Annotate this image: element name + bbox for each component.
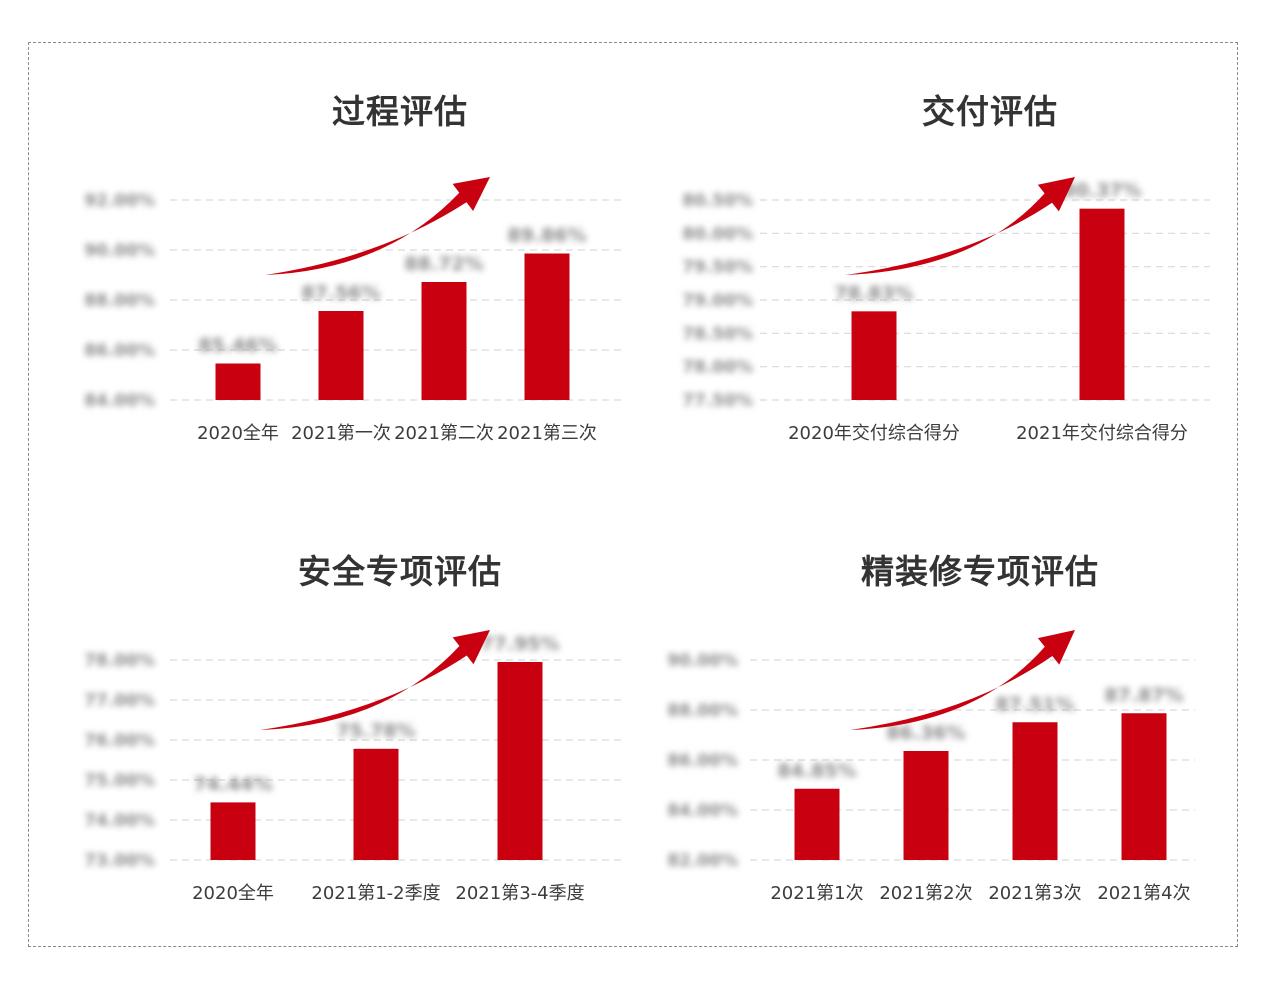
y-tick-label: 74.00%	[84, 811, 155, 831]
panel-safety-evaluation: 安全专项评估 73.00% 74.00% 75.00% 76.00% 77.00% 78.…	[50, 545, 650, 905]
data-label: 87.56%	[301, 282, 380, 304]
bar-chart-decoration: 82.00% 84.00% 86.00% 88.00% 90.00% 84.85% 2021…	[667, 630, 1195, 904]
y-tick-label: 73.00%	[84, 851, 155, 871]
x-category-label: 2021第1-2季度	[311, 883, 440, 904]
data-label: 74.44%	[193, 773, 272, 795]
y-tick-label: 92.00%	[84, 191, 155, 211]
dashed-frame	[28, 42, 1238, 947]
y-tick-label: 90.00%	[84, 241, 155, 261]
x-category-label: 2021第2次	[879, 883, 972, 904]
x-category-label: 2021第4次	[1097, 883, 1190, 904]
bar	[524, 253, 570, 400]
data-label: 80.37%	[1062, 180, 1141, 202]
x-category-label: 2021第1次	[770, 883, 863, 904]
trend-arrow-icon	[265, 177, 490, 275]
y-tick-label: 82.00%	[667, 851, 738, 871]
panel-delivery-evaluation: 交付评估 77.50% 78.00% 78.50% 79.00% 79.50% 80.00…	[650, 85, 1230, 445]
x-category-label: 2020全年	[197, 423, 279, 444]
bar	[215, 363, 261, 400]
data-label: 87.87%	[1104, 684, 1183, 706]
data-label: 85.46%	[198, 335, 277, 357]
bar	[1079, 208, 1125, 400]
x-category-label: 2021第二次	[394, 423, 494, 444]
y-tick-label: 76.00%	[84, 731, 155, 751]
chart-title: 交付评估	[922, 92, 1058, 131]
trend-arrow-icon	[850, 630, 1075, 730]
x-category-label: 2021第3次	[988, 883, 1081, 904]
y-tick-label: 77.50%	[682, 391, 753, 411]
bar	[421, 282, 467, 400]
data-label: 84.85%	[777, 760, 856, 782]
y-tick-label: 78.00%	[682, 358, 753, 378]
y-tick-label: 77.00%	[84, 691, 155, 711]
bar-chart-delivery: 77.50% 78.00% 78.50% 79.00% 79.50% 80.00% 80.5…	[682, 177, 1210, 444]
bar	[353, 748, 399, 860]
y-tick-label: 75.00%	[84, 771, 155, 791]
y-tick-label: 79.50%	[682, 258, 753, 278]
x-category-label: 2021第一次	[291, 423, 391, 444]
chart-title: 精装修专项评估	[861, 552, 1099, 591]
bar	[497, 662, 543, 860]
y-tick-label: 88.00%	[667, 701, 738, 721]
x-category-label: 2021年交付综合得分	[1016, 423, 1188, 444]
trend-arrow-icon	[845, 177, 1075, 275]
data-label: 77.95%	[480, 633, 559, 655]
y-tick-label: 78.50%	[682, 324, 753, 344]
y-tick-label: 84.00%	[667, 801, 738, 821]
y-tick-label: 78.00%	[84, 651, 155, 671]
data-label: 87.51%	[995, 693, 1074, 715]
y-tick-label: 80.50%	[682, 191, 753, 211]
y-tick-label: 88.00%	[84, 291, 155, 311]
bar-chart-process: 84.00% 86.00% 88.00% 90.00% 92.00% 85.46% 2020…	[84, 177, 625, 444]
x-category-label: 2020年交付综合得分	[788, 423, 960, 444]
bar	[851, 311, 897, 400]
y-tick-label: 86.00%	[84, 341, 155, 361]
bar	[794, 788, 840, 860]
bar	[1121, 713, 1167, 860]
bar-chart-safety: 73.00% 74.00% 75.00% 76.00% 77.00% 78.00% 74.4…	[84, 630, 625, 904]
data-label: 89.86%	[507, 225, 586, 247]
y-tick-label: 79.00%	[682, 291, 753, 311]
trend-arrow-icon	[260, 630, 490, 730]
bar	[210, 802, 256, 860]
y-tick-label: 90.00%	[667, 651, 738, 671]
bar	[903, 751, 949, 860]
y-tick-label: 86.00%	[667, 751, 738, 771]
x-category-label: 2021第3-4季度	[455, 883, 584, 904]
chart-title: 过程评估	[332, 92, 468, 131]
data-label: 78.83%	[834, 282, 913, 304]
chart-title: 安全专项评估	[298, 552, 502, 591]
y-tick-label: 84.00%	[84, 391, 155, 411]
bar	[318, 311, 364, 400]
panel-process-evaluation: 过程评估 84.00% 86.00% 88.00% 90.00% 92.00% 85.46…	[50, 85, 650, 445]
bar	[1012, 722, 1058, 860]
data-label: 86.36%	[886, 722, 965, 744]
panel-decoration-evaluation: 精装修专项评估 82.00% 84.00% 86.00% 88.00% 90.00% 84…	[630, 545, 1230, 905]
x-category-label: 2020全年	[192, 883, 274, 904]
x-category-label: 2021第三次	[497, 423, 597, 444]
y-tick-label: 80.00%	[682, 224, 753, 244]
data-label: 88.72%	[404, 253, 483, 275]
data-label: 75.78%	[336, 720, 415, 742]
